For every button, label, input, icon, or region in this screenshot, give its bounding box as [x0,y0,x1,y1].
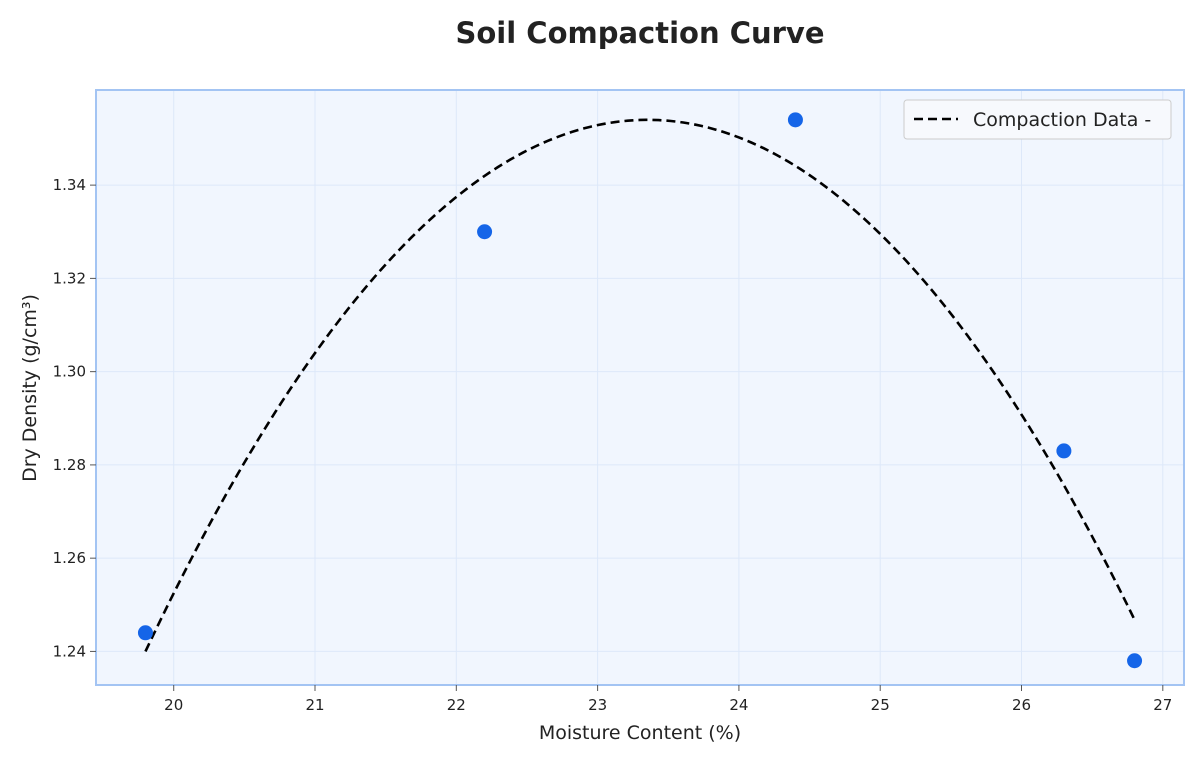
data-point [1056,443,1072,459]
x-axis-label: Moisture Content (%) [539,722,741,744]
data-point [787,112,803,128]
x-tick-label: 25 [871,696,890,714]
x-tick-label: 26 [1012,696,1031,714]
plot-area: 20 21 22 23 24 25 26 27 1.24 1.26 1.28 1.30 1.32 1.34 [53,89,1185,714]
y-tick-label: 1.32 [53,269,86,287]
plot-border [95,89,1185,686]
x-tick-label: 23 [588,696,607,714]
data-point [137,625,153,641]
y-tick-label: 1.34 [53,176,86,194]
x-tick-label: 27 [1153,696,1172,714]
x-tick-label: 20 [164,696,183,714]
plot-background [96,90,1184,685]
legend-label-compaction-data: Compaction Data - [973,109,1151,131]
y-axis-label: Dry Density (g/cm³) [19,294,41,482]
x-tick-label: 24 [729,696,748,714]
legend-box [903,99,1172,140]
x-tick-label: 21 [305,696,324,714]
fit-curve-line [144,118,1136,652]
y-tick-label: 1.26 [53,549,86,567]
y-tick-label: 1.24 [53,642,86,660]
y-tick-label: 1.30 [53,363,86,381]
chart-legend: Compaction Data - [903,99,1172,140]
data-point [477,224,493,240]
chart-title: Soil Compaction Curve [456,16,825,50]
data-point [1127,653,1143,669]
y-tick-label: 1.28 [53,456,86,474]
x-tick-label: 22 [447,696,466,714]
